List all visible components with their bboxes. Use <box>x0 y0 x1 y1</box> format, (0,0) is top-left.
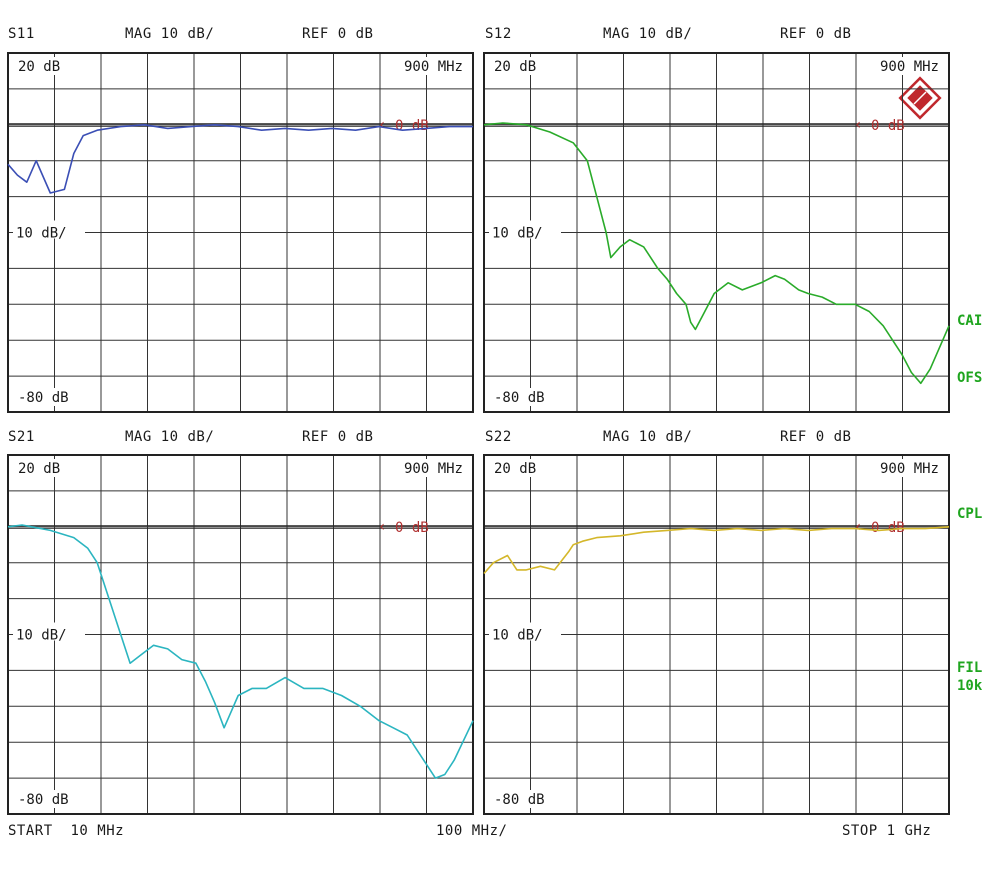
label-background <box>859 57 943 75</box>
label-background <box>13 388 85 406</box>
s22-bottom-scale-label: -80 dB <box>494 792 545 808</box>
s11-ref-label: REF 0 dB <box>302 26 374 42</box>
label-background <box>383 57 467 75</box>
s22-reference-marker: 0 dB <box>871 520 905 536</box>
label-background <box>383 459 467 477</box>
label-background <box>489 622 561 641</box>
s21-trace <box>7 524 474 779</box>
s12-top-scale-label: 20 dB <box>494 59 536 75</box>
s12-trace <box>483 122 950 385</box>
s22-param-label: S22 <box>485 429 512 445</box>
s11-scale-per-div-label: 10 dB/ <box>16 226 67 242</box>
s22-scale-per-div-label: 10 dB/ <box>492 628 543 644</box>
fil-status-label: FIL <box>957 660 983 676</box>
s12-frame <box>483 52 950 413</box>
label-background <box>859 459 943 477</box>
s11-plot: 20 dB 900 MHz 10 dB/ -80 dB ‹ 0 dB <box>7 52 474 413</box>
s12-plot: 20 dB 900 MHz 10 dB/ -80 dB ‹ 0 dB <box>483 52 950 413</box>
s21-frame <box>7 454 474 815</box>
ofs-status-label: OFS <box>957 370 983 386</box>
span-per-division: 100 MHz/ <box>436 823 508 839</box>
s22-reference-arrow-icon: ‹ <box>854 519 862 535</box>
label-background <box>489 57 549 75</box>
s11-top-scale-label: 20 dB <box>18 59 60 75</box>
s22-ref-label: REF 0 dB <box>780 429 852 445</box>
s21-plot: 20 dB 900 MHz 10 dB/ -80 dB ‹ 0 dB <box>7 454 474 815</box>
stop-frequency: STOP 1 GHz <box>842 823 932 839</box>
s11-reference-marker: 0 dB <box>395 118 429 134</box>
s22-plot: 20 dB 900 MHz 10 dB/ -80 dB ‹ 0 dB <box>483 454 950 815</box>
s21-reference-arrow-icon: ‹ <box>378 519 386 535</box>
brand-logo <box>898 76 942 120</box>
s11-trace <box>7 124 473 194</box>
cai-status-label: CAI <box>957 313 983 329</box>
label-background <box>13 622 85 641</box>
s11-bottom-scale-label: -80 dB <box>18 390 69 406</box>
s12-mag-label: MAG 10 dB/ <box>603 26 693 42</box>
s12-param-label: S12 <box>485 26 512 42</box>
s11-param-label: S11 <box>8 26 35 42</box>
s11-marker-frequency: 900 MHz <box>404 59 463 75</box>
s12-reference-arrow-icon: ‹ <box>854 117 862 133</box>
s12-ref-label: REF 0 dB <box>780 26 852 42</box>
s12-bottom-scale-label: -80 dB <box>494 390 545 406</box>
label-background <box>13 459 73 477</box>
label-background <box>489 388 561 406</box>
label-background <box>489 790 561 808</box>
fil-bandwidth-label: 10k <box>957 678 983 694</box>
label-background <box>13 220 85 239</box>
s11-mag-label: MAG 10 dB/ <box>125 26 215 42</box>
s21-top-scale-label: 20 dB <box>18 461 60 477</box>
label-background <box>13 790 85 808</box>
s21-marker-frequency: 900 MHz <box>404 461 463 477</box>
s21-bottom-scale-label: -80 dB <box>18 792 69 808</box>
label-background <box>13 57 73 75</box>
s12-marker-frequency: 900 MHz <box>880 59 939 75</box>
s21-reference-marker: 0 dB <box>395 520 429 536</box>
s11-frame <box>7 52 474 413</box>
s22-mag-label: MAG 10 dB/ <box>603 429 693 445</box>
s11-reference-arrow-icon: ‹ <box>378 117 386 133</box>
s21-ref-label: REF 0 dB <box>302 429 374 445</box>
cpl-status-label: CPL <box>957 506 983 522</box>
s22-trace <box>483 526 950 575</box>
label-background <box>489 220 561 239</box>
s22-frame <box>483 454 950 815</box>
s21-mag-label: MAG 10 dB/ <box>125 429 215 445</box>
s22-top-scale-label: 20 dB <box>494 461 536 477</box>
s12-reference-marker: 0 dB <box>871 118 905 134</box>
start-frequency: START 10 MHz <box>8 823 125 839</box>
s21-param-label: S21 <box>8 429 35 445</box>
s22-marker-frequency: 900 MHz <box>880 461 939 477</box>
s12-scale-per-div-label: 10 dB/ <box>492 226 543 242</box>
label-background <box>489 459 549 477</box>
s21-scale-per-div-label: 10 dB/ <box>16 628 67 644</box>
